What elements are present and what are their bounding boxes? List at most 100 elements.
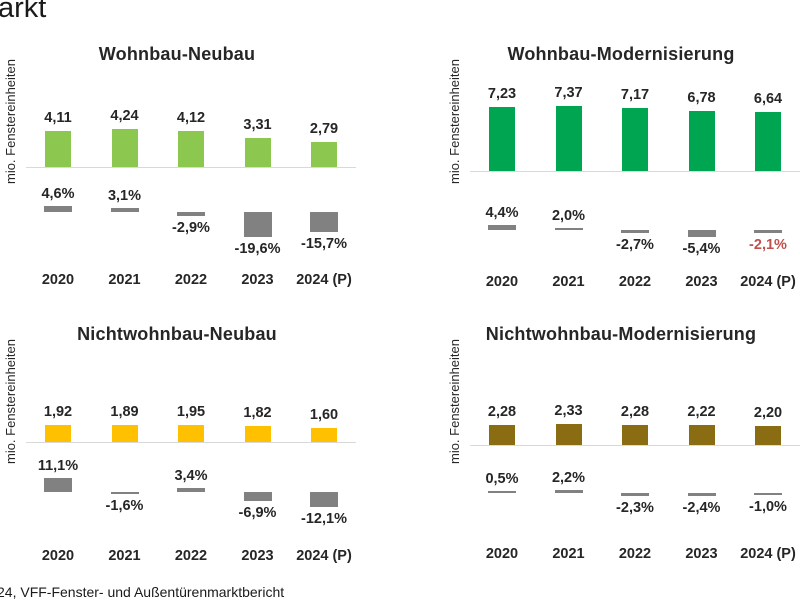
change-label: 4,6% bbox=[41, 186, 75, 203]
y-axis-label: mio. Fenstereinheiten bbox=[444, 321, 464, 483]
year-label: 2020 bbox=[485, 546, 519, 562]
year-label: 2024 (P) bbox=[296, 548, 352, 564]
source-footnote: 24, VFF-Fenster- und Außentürenmarktberi… bbox=[0, 584, 285, 600]
value-label: 3,31 bbox=[243, 116, 272, 133]
year-label: 2022 bbox=[618, 274, 652, 290]
chart-nichtwohnbau-neubau: mio. Fenstereinheiten Nichtwohnbau-Neubau… bbox=[0, 315, 392, 591]
change-bar bbox=[310, 492, 338, 508]
change-label: 3,1% bbox=[107, 188, 142, 205]
change-label: -6,9% bbox=[238, 504, 277, 521]
y-axis-label-text: mio. Fenstereinheiten bbox=[2, 339, 18, 465]
value-bar bbox=[622, 107, 648, 171]
year-label: 2023 bbox=[241, 272, 274, 288]
change-label: 3,4% bbox=[174, 467, 208, 484]
value-bar bbox=[555, 424, 582, 445]
change-bar bbox=[310, 212, 338, 232]
x-axis-line bbox=[470, 445, 800, 446]
change-bar bbox=[44, 478, 72, 492]
chart-title: Wohnbau-Modernisierung bbox=[507, 44, 735, 64]
value-label: 2,28 bbox=[620, 403, 650, 420]
page-title-clipped: arkt bbox=[0, 0, 47, 24]
value-label: 7,23 bbox=[487, 86, 517, 102]
change-bar bbox=[243, 212, 272, 237]
value-label: 1,92 bbox=[43, 404, 73, 420]
change-bar bbox=[243, 492, 272, 501]
value-bar bbox=[111, 425, 138, 442]
change-bar bbox=[621, 493, 649, 496]
value-label: 1,82 bbox=[243, 404, 272, 421]
value-bar bbox=[311, 427, 337, 442]
y-axis-label-text: mio. Fenstereinheiten bbox=[446, 339, 462, 465]
change-bar bbox=[621, 230, 649, 234]
value-bar bbox=[622, 424, 648, 445]
change-bar bbox=[44, 206, 72, 212]
value-bar bbox=[489, 107, 515, 171]
change-label: -2,9% bbox=[172, 219, 210, 236]
chart-wohnbau-neubau: mio. Fenstereinheiten Wohnbau-Neubau 4,11 4… bbox=[0, 35, 392, 311]
year-label: 2022 bbox=[174, 548, 208, 564]
value-label: 2,28 bbox=[487, 403, 517, 420]
y-axis-label: mio. Fenstereinheiten bbox=[444, 41, 464, 203]
change-bar bbox=[754, 230, 782, 233]
change-label: -1,0% bbox=[749, 498, 787, 515]
change-label: -5,4% bbox=[682, 240, 721, 257]
change-bar bbox=[488, 491, 516, 493]
change-label: -2,1% bbox=[749, 236, 787, 253]
value-label: 2,33 bbox=[554, 403, 583, 420]
change-bar bbox=[687, 230, 716, 237]
value-bar bbox=[688, 110, 715, 171]
chart-nichtwohnbau-modernisierung: mio. Fenstereinheiten Nichtwohnbau-Modern… bbox=[444, 315, 800, 591]
chart-title: Nichtwohnbau-Neubau bbox=[77, 324, 277, 344]
value-label: 2,79 bbox=[309, 121, 339, 138]
change-label: 2,2% bbox=[551, 470, 586, 487]
chart-title: Wohnbau-Neubau bbox=[98, 44, 256, 64]
change-bar bbox=[177, 487, 205, 492]
year-label: 2021 bbox=[108, 548, 141, 564]
change-label: -12,1% bbox=[301, 511, 347, 528]
change-bar bbox=[554, 227, 583, 230]
value-label: 2,20 bbox=[753, 404, 783, 421]
value-label: 4,11 bbox=[44, 109, 72, 126]
year-label: 2022 bbox=[174, 272, 208, 288]
change-label: -2,4% bbox=[682, 500, 721, 516]
year-label: 2024 (P) bbox=[296, 272, 352, 288]
value-label: 7,37 bbox=[554, 84, 583, 101]
value-label: 7,17 bbox=[620, 86, 650, 103]
value-bar bbox=[45, 425, 71, 442]
value-label: 6,64 bbox=[753, 91, 783, 108]
change-bar bbox=[754, 493, 782, 495]
x-axis-line bbox=[470, 171, 800, 172]
change-bar bbox=[488, 224, 516, 230]
value-bar bbox=[178, 130, 204, 167]
year-label: 2024 (P) bbox=[740, 274, 796, 290]
value-label: 4,12 bbox=[176, 109, 206, 126]
change-bar bbox=[687, 493, 716, 496]
change-label: 4,4% bbox=[485, 204, 519, 221]
year-label: 2024 (P) bbox=[740, 546, 796, 562]
year-label: 2022 bbox=[618, 546, 652, 562]
year-label: 2023 bbox=[241, 548, 274, 564]
x-axis-line bbox=[26, 442, 356, 443]
value-bar bbox=[688, 425, 715, 445]
value-label: 1,89 bbox=[110, 404, 139, 421]
year-label: 2023 bbox=[685, 274, 718, 290]
value-label: 6,78 bbox=[687, 89, 716, 106]
x-axis-line bbox=[26, 167, 356, 168]
year-label: 2020 bbox=[41, 272, 75, 288]
change-label: -1,6% bbox=[105, 498, 144, 514]
value-bar bbox=[555, 105, 582, 171]
year-label: 2021 bbox=[108, 272, 141, 288]
value-label: 4,24 bbox=[110, 108, 139, 125]
change-label: -15,7% bbox=[301, 235, 347, 252]
change-bar bbox=[177, 212, 205, 216]
change-label: 2,0% bbox=[551, 207, 586, 224]
change-label: -2,7% bbox=[616, 237, 654, 254]
value-bar bbox=[755, 425, 781, 445]
change-label: 0,5% bbox=[485, 471, 519, 488]
y-axis-label-text: mio. Fenstereinheiten bbox=[446, 59, 462, 185]
value-bar bbox=[111, 129, 138, 167]
year-label: 2023 bbox=[685, 546, 718, 562]
value-bar bbox=[244, 425, 271, 442]
value-bar bbox=[755, 112, 781, 171]
